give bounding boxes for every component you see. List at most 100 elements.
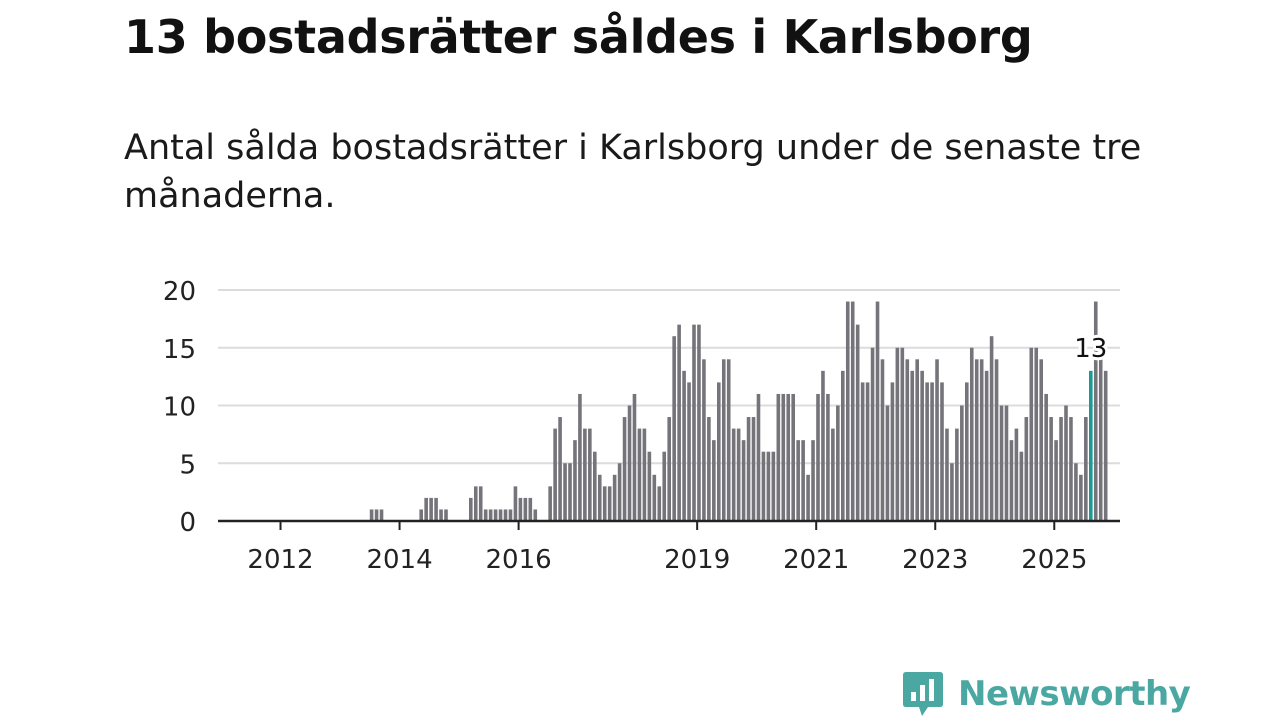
bar: [756, 393, 761, 521]
bar: [1004, 405, 1009, 521]
bar: [374, 509, 379, 521]
bar-chart: 0 5 10 15 20 2012 2014 2016 2019 2021 2023 2025 13: [163, 277, 1120, 575]
bar: [895, 347, 900, 521]
bar: [850, 301, 855, 521]
bar: [915, 359, 919, 521]
chart-bubble-icon: [903, 672, 943, 716]
x-axis: 2012 2014 2016 2019 2021 2023 2025: [218, 519, 1120, 575]
bar: [662, 451, 667, 521]
bar: [632, 393, 637, 521]
bar: [379, 509, 384, 521]
y-tick-label: 10: [163, 393, 196, 423]
bar: [488, 509, 493, 521]
x-tick-label: 2025: [1021, 545, 1087, 575]
x-tick-label: 2012: [247, 545, 313, 575]
bar: [513, 486, 518, 521]
y-axis-ticks: 0 5 10 15 20: [163, 277, 196, 538]
bar: [607, 486, 612, 521]
bar: [816, 393, 820, 521]
bar: [478, 486, 483, 521]
data-labels: 13: [1071, 331, 1110, 367]
bar: [647, 451, 652, 521]
bar: [836, 405, 840, 521]
bar: [880, 359, 885, 521]
bar: [1009, 440, 1014, 521]
bar: [1019, 451, 1024, 521]
bar: [1064, 405, 1068, 521]
bar: [746, 417, 751, 521]
bar: [974, 359, 979, 521]
bar: [885, 405, 890, 521]
bar: [642, 428, 647, 521]
bar: [1029, 347, 1034, 521]
bar: [369, 509, 374, 521]
bar: [652, 474, 657, 521]
bar: [875, 301, 880, 521]
bar: [578, 393, 582, 521]
bar: [563, 463, 567, 521]
bar: [994, 359, 999, 521]
y-tick-label: 5: [179, 450, 196, 480]
bar: [1044, 393, 1048, 521]
bar: [424, 497, 428, 521]
bar: [741, 440, 746, 521]
bar: [692, 324, 696, 521]
bar: [528, 497, 533, 521]
x-tick-label: 2021: [783, 545, 849, 575]
bar: [717, 382, 721, 521]
bar: [1039, 359, 1043, 521]
bar: [558, 417, 562, 521]
bar: [920, 370, 924, 521]
bar: [726, 359, 731, 521]
bar: [950, 463, 954, 521]
bar: [999, 405, 1004, 521]
brand-name: Newsworthy: [958, 674, 1191, 714]
bar: [786, 393, 791, 521]
bar: [870, 347, 875, 521]
bar: [1084, 417, 1088, 521]
bar: [1074, 463, 1078, 521]
bar: [811, 440, 815, 521]
bar: [702, 359, 706, 521]
bar: [905, 359, 910, 521]
bar: [1093, 301, 1098, 521]
bar: [573, 440, 577, 521]
bar: [429, 497, 433, 521]
newsworthy-logo: Newsworthy: [902, 670, 1191, 718]
bar: [637, 428, 642, 521]
bar: [751, 417, 756, 521]
bar: [503, 509, 508, 521]
bar: [602, 486, 607, 521]
bar: [761, 451, 766, 521]
x-tick-label: 2016: [486, 545, 552, 575]
bar: [657, 486, 662, 521]
bar: [1024, 417, 1029, 521]
bar: [677, 324, 681, 521]
x-tick-label: 2019: [664, 545, 730, 575]
bar: [766, 451, 771, 521]
bar: [841, 370, 845, 521]
bar: [444, 509, 448, 521]
bar: [796, 440, 800, 521]
bar: [523, 497, 528, 521]
chart-subtitle: Antal sålda bostadsrätter i Karlsborg un…: [124, 128, 1142, 216]
bar: [860, 382, 865, 521]
bar: [865, 382, 870, 521]
bar: [806, 474, 810, 521]
bar: [434, 497, 438, 521]
bar: [622, 417, 627, 521]
bar: [984, 370, 989, 521]
bar: [712, 440, 716, 521]
bar: [1014, 428, 1019, 521]
bar: [508, 509, 513, 521]
bar: [771, 451, 776, 521]
bar: [930, 382, 934, 521]
bar: [518, 497, 523, 521]
bar: [597, 474, 602, 521]
bar: [721, 359, 726, 521]
bar: [826, 393, 830, 521]
bar: [1054, 440, 1058, 521]
bar: [593, 451, 597, 521]
bar: [627, 405, 632, 521]
bar: [791, 393, 795, 521]
